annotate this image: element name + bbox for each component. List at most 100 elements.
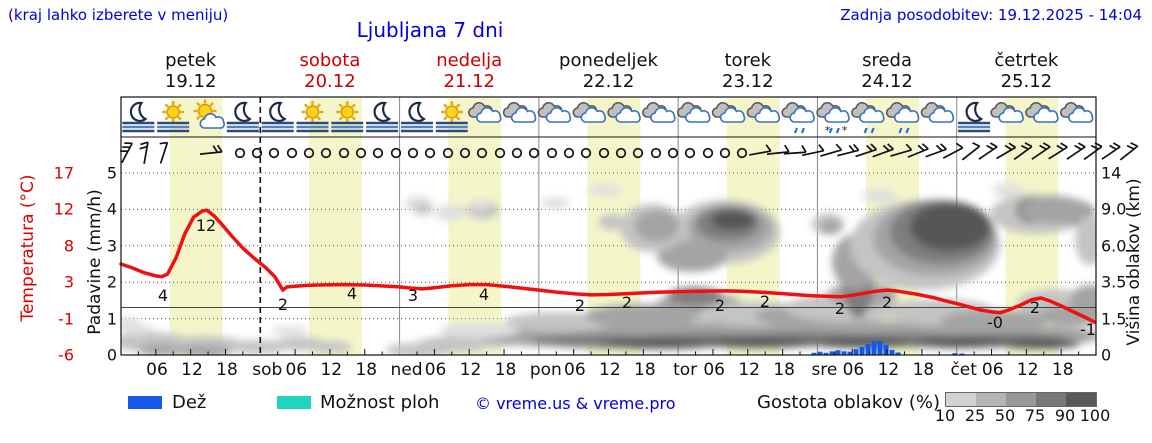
wind-barb-icon: [1048, 142, 1068, 160]
wind-barb-icon: [996, 142, 1016, 160]
precipitation-tick: 0: [106, 345, 117, 365]
cloud-height-tick: 3.5: [1101, 272, 1127, 292]
wind-calm-icon: [546, 147, 558, 159]
rain-legend-label: Dež: [172, 392, 207, 413]
wind-calm-icon: [494, 147, 506, 159]
wind-calm-icon: [650, 147, 662, 159]
wind-calm-icon: [372, 147, 384, 159]
cloud-height-tick: 1.5: [1101, 309, 1127, 329]
temperature-tick: 17: [53, 163, 74, 183]
day-header-date: 20.12: [304, 71, 356, 92]
time-axis-label: sre: [811, 360, 838, 380]
precipitation-tick: 1: [106, 309, 117, 329]
scale-segment: [1066, 393, 1096, 406]
time-axis-label: 06: [146, 360, 168, 380]
time-axis-label: 12: [877, 360, 900, 380]
time-axis-label: tor: [673, 360, 698, 380]
temperature-tick: -1: [58, 309, 74, 329]
scale-segment: [976, 393, 1006, 406]
wind-calm-icon: [286, 147, 298, 159]
showers-legend-label: Možnost ploh: [320, 392, 440, 413]
copyright-link[interactable]: © vreme.us & vreme.pro: [475, 394, 676, 413]
location-hint: (kraj lahko izberete v meniju): [8, 6, 229, 24]
weather-icon-cloud: [990, 102, 1024, 123]
wind-barb-icon: [907, 143, 929, 158]
time-axis-label: 12: [599, 360, 621, 380]
time-axis-label: 12: [320, 360, 343, 380]
day-header-date: 22.12: [582, 71, 635, 92]
scale-value: 25: [964, 406, 986, 425]
page-title: Ljubljana 7 dni: [356, 18, 504, 42]
showers-legend-swatch: [277, 396, 311, 409]
scale-segment: [1036, 393, 1066, 406]
time-axis-label: 06: [564, 360, 586, 380]
scale-value: 75: [1024, 406, 1046, 425]
wind-barb-icon: [942, 142, 964, 159]
weather-icon-sun-fog: [331, 101, 364, 133]
wind-calm-icon: [251, 147, 263, 159]
scale-segment: [1006, 393, 1036, 406]
wind-calm-icon: [667, 147, 679, 159]
wind-barb-icon: [1013, 142, 1033, 161]
rain-legend-swatch: [128, 396, 162, 409]
svg-text:2: 2: [622, 293, 632, 312]
svg-text:3: 3: [408, 286, 418, 305]
day-header-name: ponedeljek: [559, 50, 658, 71]
weather-icon-cloud: [607, 102, 641, 123]
wind-calm-icon: [632, 147, 644, 159]
weather-icon-cloud-rain: [851, 102, 885, 134]
cloud-height-tick: 9.0: [1101, 199, 1127, 219]
wind-calm-icon: [580, 147, 592, 159]
scale-value: 90: [1054, 406, 1076, 425]
wind-calm-icon: [615, 147, 627, 159]
day-header-name: sreda: [862, 50, 913, 71]
weather-icon-row: * *: [122, 99, 1094, 137]
time-axis-label: 18: [216, 360, 238, 380]
precipitation-tick: 4: [106, 199, 117, 219]
time-axis-label: 12: [1016, 360, 1039, 380]
weather-icon-sun-fog: [157, 101, 190, 133]
day-header-date: 25.12: [1000, 71, 1053, 92]
wind-barb-icon: [855, 143, 878, 158]
wind-calm-icon: [598, 147, 610, 159]
weather-icon-cloud: [468, 102, 502, 123]
weather-icon-cloud: [642, 102, 676, 123]
wind-calm-icon: [320, 147, 332, 159]
weather-icon-cloud: [502, 102, 537, 123]
cloud-height-tick: 0: [1101, 345, 1112, 365]
day-header-date: 19.12: [164, 71, 217, 92]
weather-icon-moon-fog: [122, 101, 155, 133]
time-axis-label: 12: [738, 360, 760, 380]
wind-barb-icon: [872, 143, 894, 158]
svg-text:4: 4: [158, 286, 168, 305]
wind-calm-icon: [684, 147, 696, 159]
cloud-density-shading: [121, 183, 1096, 355]
wind-barb-icon: [783, 145, 807, 155]
svg-text:-0: -0: [987, 313, 1003, 332]
weather-icon-cloud: [677, 102, 711, 123]
time-axis-label: 18: [494, 360, 517, 380]
weather-icon-cloud-sleet: * *: [816, 102, 850, 137]
wind-barb-icon: [1083, 142, 1103, 161]
wind-calm-icon: [424, 147, 436, 159]
temperature-line: [119, 208, 1097, 324]
time-axis-label: 06: [703, 360, 725, 380]
time-axis-label: 12: [181, 360, 203, 380]
day-header-name: četrtek: [994, 50, 1059, 71]
wind-calm-icon: [268, 147, 280, 159]
wind-barb-icon: [199, 144, 223, 155]
wind-calm-icon: [511, 147, 523, 159]
scale-value: 10: [934, 406, 956, 425]
temperature-value-labels: 4 12 2 4 3 4 2 2 2 2 2 2 -0 2 -1: [158, 216, 1096, 339]
temperature-tick: 8: [63, 236, 74, 256]
cloud-height-tick: 6.0: [1101, 236, 1127, 256]
svg-text:12: 12: [196, 216, 216, 235]
day-header-date: 23.12: [722, 71, 774, 92]
weather-icon-sun-fog: [296, 101, 329, 133]
wind-barb-icon: [120, 142, 133, 164]
svg-text:*: *: [825, 124, 831, 137]
wind-barb-icon: [925, 143, 947, 158]
day-header-date: 24.12: [861, 71, 913, 92]
